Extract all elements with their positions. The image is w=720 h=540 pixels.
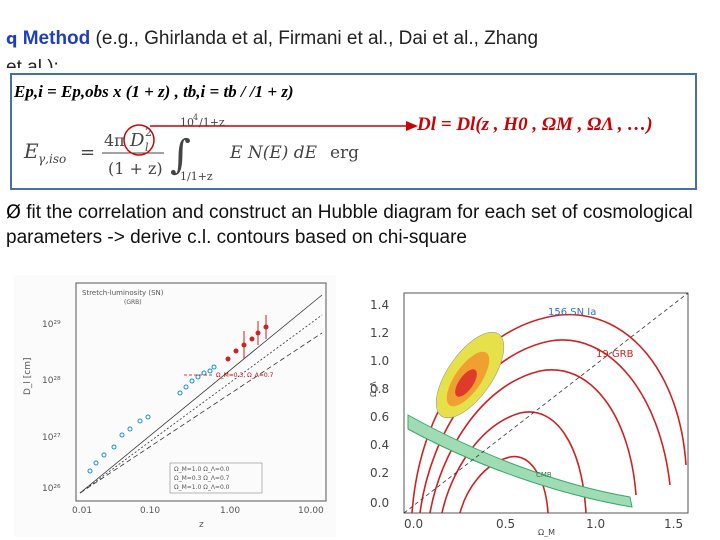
right-ylabel: Ω_Λ (369, 381, 378, 397)
model-line-solid (79, 294, 323, 494)
right-xtick-4: 1.5 (664, 517, 683, 531)
eq-equals: = (80, 142, 95, 163)
integral-sign-icon: ∫ (170, 132, 191, 178)
label-grb: 19 GRB (596, 349, 634, 360)
eq-lower: 1/1+z (180, 170, 213, 183)
left-legend-line-1: Ω_M=1.0 Ω_Λ=0.0 (174, 466, 230, 473)
sn-points (87, 364, 217, 474)
left-ytick-1: 10²⁹ (42, 320, 61, 330)
left-ytick-4: 10²⁶ (42, 484, 61, 494)
fit-description-text: fit the correlation and construct an Hub… (6, 202, 693, 248)
left-ylabel: D_l [cm] (23, 357, 33, 395)
right-ytick-2: 1.2 (370, 326, 389, 340)
model-line-dashed (79, 332, 323, 494)
flat-universe-line (403, 292, 689, 514)
right-xlabel: Ω_M (538, 528, 555, 537)
left-xlabel: z (199, 520, 204, 530)
eq-num: 4π (104, 131, 125, 150)
left-ytick-3: 10²⁷ (42, 433, 61, 443)
label-cmb: CMB (536, 471, 552, 479)
equation-luminosity-distance: Dl = Dl(z , H0 , ΩM , ΩΛ , …) (417, 114, 653, 136)
left-legend-line-2: Ω_M=0.3 Ω_Λ=0.7 (174, 475, 230, 482)
left-annotation: Ω_M=0.3, Ω_Λ=0.7 (216, 372, 274, 379)
right-xtick-1: 0.0 (404, 517, 423, 531)
eq-dl-sup: 2 (145, 126, 152, 139)
omega-contour-plot: 1.4 1.2 1.0 0.8 0.6 0.4 0.2 0.0 0.0 0.5 … (360, 285, 700, 537)
right-ytick-6: 0.4 (370, 438, 389, 452)
title-method: Method (22, 28, 91, 49)
eq-lhs: E (23, 139, 39, 163)
equation-peak-energy: Ep,i = Ep,obs x (1 + z) , tb,i = tb / /1… (14, 82, 294, 102)
eq-unit: erg (330, 143, 359, 163)
left-xtick-1: 0.01 (72, 506, 92, 516)
equation-integral: E γ,iso = 4π D l 2 (1 + z) ∫ 10 4 /1+z 1… (23, 113, 359, 183)
sn-contour-inner (455, 369, 477, 397)
grb-points (225, 315, 269, 362)
label-sn: 156 SN Ia (548, 307, 596, 318)
eq-upper-sup: 4 (193, 113, 198, 122)
equation-luminosity-distance-text: Dl = Dl(z , H0 , ΩM , ΩΛ , …) (417, 114, 653, 135)
eq-dl-sub: l (145, 141, 149, 154)
title-continuation: et al.): (6, 57, 59, 68)
right-ytick-1: 1.4 (370, 298, 389, 312)
left-legend-sub: (GRB) (124, 299, 142, 306)
title-rest: (e.g., Ghirlanda et al, Firmani et al., … (90, 28, 539, 49)
left-xtick-3: 1.00 (220, 506, 240, 516)
omega-plot-frame (403, 292, 689, 514)
dl-highlight-circle (123, 124, 155, 156)
equation-peak-energy-text: Ep,i = Ep,obs x (1 + z) , tb,i = tb / /1… (14, 82, 294, 101)
right-xtick-3: 1.0 (586, 517, 605, 531)
cmb-band (407, 414, 633, 508)
left-legend-title: Stretch-luminosity (SN) (82, 289, 164, 297)
bullet-arrow-icon: Ø (6, 201, 21, 223)
left-legend-line-3: Ω_M=1.0 Ω_Λ=0.0 (174, 484, 230, 491)
eq-lhs-sub: γ,iso (38, 152, 66, 166)
right-ytick-5: 0.6 (370, 410, 389, 424)
slide-title: q Method (e.g., Ghirlanda et al, Firmani… (6, 28, 538, 50)
right-ytick-4: 0.8 (370, 382, 389, 396)
eq-dl: D (129, 130, 145, 151)
right-ytick-8: 0.0 (370, 496, 389, 510)
hubble-plot-frame (75, 282, 327, 502)
left-xtick-4: 10.00 (298, 506, 324, 516)
title-bullet-icon: q (6, 29, 18, 48)
left-ytick-2: 10²⁸ (42, 376, 61, 386)
equation-box (10, 73, 697, 190)
right-ytick-7: 0.2 (370, 466, 389, 480)
right-xtick-2: 0.5 (496, 517, 515, 531)
eq-integrand: E N(E) dE (229, 143, 318, 163)
right-ytick-3: 1.0 (370, 354, 389, 368)
hubble-diagram-plot: 10²⁹ 10²⁸ 10²⁷ 10²⁶ 0.01 0.10 1.00 10.00… (14, 275, 336, 537)
eq-den: (1 + z) (108, 159, 163, 178)
left-xtick-2: 0.10 (140, 506, 160, 516)
fit-description: Ø fit the correlation and construct an H… (6, 200, 706, 250)
red-arrow (150, 121, 418, 131)
